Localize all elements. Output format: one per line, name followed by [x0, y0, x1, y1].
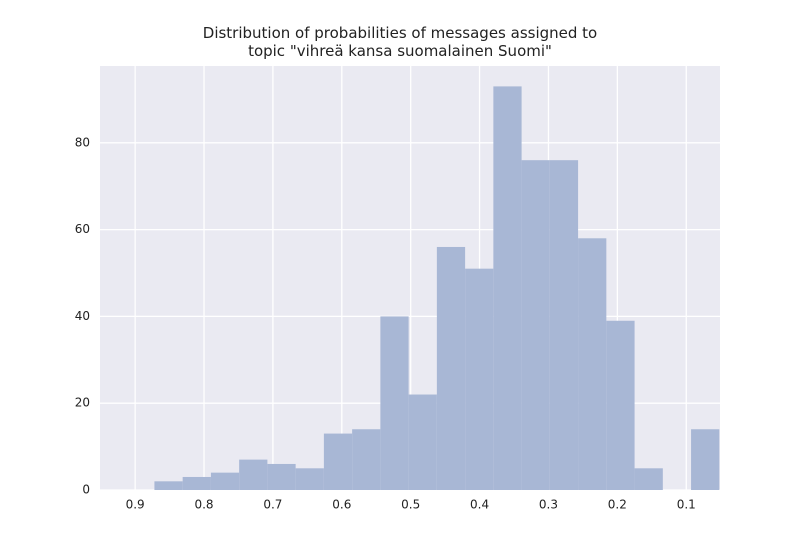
x-tick-label: 0.1 [677, 498, 696, 512]
bar [182, 476, 211, 490]
bar [210, 472, 240, 490]
x-tick-label: 0.7 [263, 498, 282, 512]
bar [436, 246, 466, 490]
bar [521, 160, 550, 490]
bar [267, 463, 296, 490]
x-tick-label: 0.9 [126, 498, 145, 512]
bar [606, 320, 635, 490]
y-tick-label: 40 [75, 309, 90, 323]
bar [352, 429, 381, 490]
bar [691, 429, 720, 490]
x-tick-label: 0.2 [608, 498, 627, 512]
bar [408, 394, 437, 490]
x-tick-label: 0.5 [401, 498, 420, 512]
bar [239, 459, 268, 490]
chart-title: Distribution of probabilities of message… [202, 24, 598, 60]
x-tick-label: 0.3 [539, 498, 558, 512]
y-tick-label: 0 [82, 483, 90, 497]
y-tick-label: 20 [75, 396, 90, 410]
bar [380, 316, 409, 490]
bar [578, 238, 607, 490]
x-tick-label: 0.4 [470, 498, 489, 512]
x-tick-label: 0.8 [194, 498, 213, 512]
bar [493, 86, 522, 491]
bar [465, 268, 494, 490]
bar [295, 468, 324, 490]
bar [549, 160, 579, 490]
y-tick-label: 80 [75, 135, 90, 149]
y-tick-label: 60 [75, 222, 90, 236]
bar [154, 481, 183, 490]
x-tick-label: 0.6 [332, 498, 351, 512]
bar [634, 468, 663, 490]
bar [323, 433, 353, 490]
